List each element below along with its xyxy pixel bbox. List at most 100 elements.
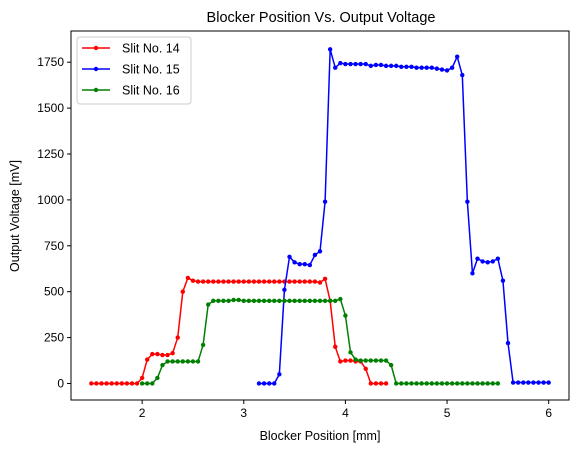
plot-area xyxy=(89,47,551,386)
legend-marker xyxy=(93,45,99,51)
data-point xyxy=(338,359,343,364)
data-point xyxy=(200,342,206,348)
data-point xyxy=(490,381,495,386)
data-point xyxy=(124,381,130,386)
data-point xyxy=(475,381,480,386)
legend-label: Slit No. 15 xyxy=(122,63,180,77)
data-point xyxy=(256,279,262,284)
chart-title: Blocker Position Vs. Output Voltage xyxy=(207,10,436,26)
data-point xyxy=(449,381,455,386)
data-point xyxy=(373,358,379,363)
data-point xyxy=(368,358,374,363)
data-point xyxy=(282,298,287,304)
data-point xyxy=(256,298,262,304)
data-point xyxy=(348,61,353,67)
data-point xyxy=(150,381,155,386)
data-point xyxy=(216,279,221,284)
y-tick-label: 1500 xyxy=(37,101,64,115)
data-point xyxy=(226,298,231,304)
data-point xyxy=(373,381,379,386)
y-tick-label: 1000 xyxy=(37,193,64,207)
data-point xyxy=(302,298,307,304)
data-point xyxy=(485,260,490,265)
data-point xyxy=(531,380,536,385)
data-point xyxy=(261,279,267,284)
data-point xyxy=(180,289,185,294)
data-point xyxy=(139,375,145,381)
data-point xyxy=(546,380,551,385)
data-point xyxy=(145,357,150,362)
data-point xyxy=(241,298,246,304)
data-point xyxy=(394,63,399,69)
data-point xyxy=(251,298,257,304)
data-point xyxy=(180,359,185,364)
data-point xyxy=(526,380,531,385)
data-point xyxy=(353,357,358,362)
data-point xyxy=(500,278,506,283)
data-point xyxy=(444,381,450,386)
data-point xyxy=(312,252,318,258)
legend-marker xyxy=(93,87,99,93)
data-point xyxy=(165,359,170,364)
data-point xyxy=(404,381,409,386)
data-point xyxy=(297,298,302,304)
data-point xyxy=(338,296,343,302)
data-point xyxy=(134,381,140,386)
data-point xyxy=(302,279,307,284)
data-point xyxy=(470,381,475,386)
data-point xyxy=(119,381,125,386)
data-point xyxy=(287,298,292,304)
series-2 xyxy=(256,47,551,386)
y-tick-label: 0 xyxy=(57,376,64,390)
data-point xyxy=(541,380,546,385)
data-point xyxy=(439,67,445,72)
data-point xyxy=(129,381,135,386)
data-point xyxy=(378,358,384,363)
data-point xyxy=(465,199,470,204)
data-point xyxy=(277,372,282,377)
data-point xyxy=(495,381,501,386)
data-point xyxy=(272,279,277,284)
data-point xyxy=(266,298,272,304)
data-point xyxy=(266,279,272,284)
data-point xyxy=(480,381,485,386)
data-point xyxy=(353,61,358,67)
data-point xyxy=(231,279,236,284)
data-point xyxy=(307,298,313,304)
data-point xyxy=(338,60,343,66)
data-point xyxy=(399,381,404,386)
data-point xyxy=(94,381,99,386)
data-point xyxy=(460,381,465,386)
data-point xyxy=(236,297,241,303)
data-point xyxy=(409,64,414,69)
data-point xyxy=(444,68,450,73)
data-point xyxy=(455,54,460,59)
data-point xyxy=(317,298,323,304)
data-point xyxy=(475,256,480,261)
data-point xyxy=(317,280,323,285)
data-point xyxy=(449,65,455,70)
data-point xyxy=(348,350,353,355)
data-point xyxy=(160,352,165,358)
data-point xyxy=(429,381,434,386)
y-tick-label: 750 xyxy=(44,239,64,253)
x-tick-label: 2 xyxy=(139,406,146,420)
data-point xyxy=(404,64,409,69)
series-3 xyxy=(139,296,501,386)
data-point xyxy=(378,62,384,68)
data-point xyxy=(195,359,201,364)
data-point xyxy=(388,63,394,69)
legend: Slit No. 14 Slit No. 15 Slit No. 16 xyxy=(76,36,192,105)
data-point xyxy=(277,279,282,284)
plot-frame xyxy=(70,30,570,401)
data-point xyxy=(490,259,495,264)
data-point xyxy=(185,275,191,281)
legend-item: Slit No. 16 xyxy=(82,84,180,98)
data-point xyxy=(383,381,389,386)
data-point xyxy=(195,279,201,284)
data-point xyxy=(251,279,257,284)
data-point xyxy=(409,381,414,386)
data-point xyxy=(282,287,287,293)
data-point xyxy=(190,278,196,283)
data-point xyxy=(368,63,374,69)
